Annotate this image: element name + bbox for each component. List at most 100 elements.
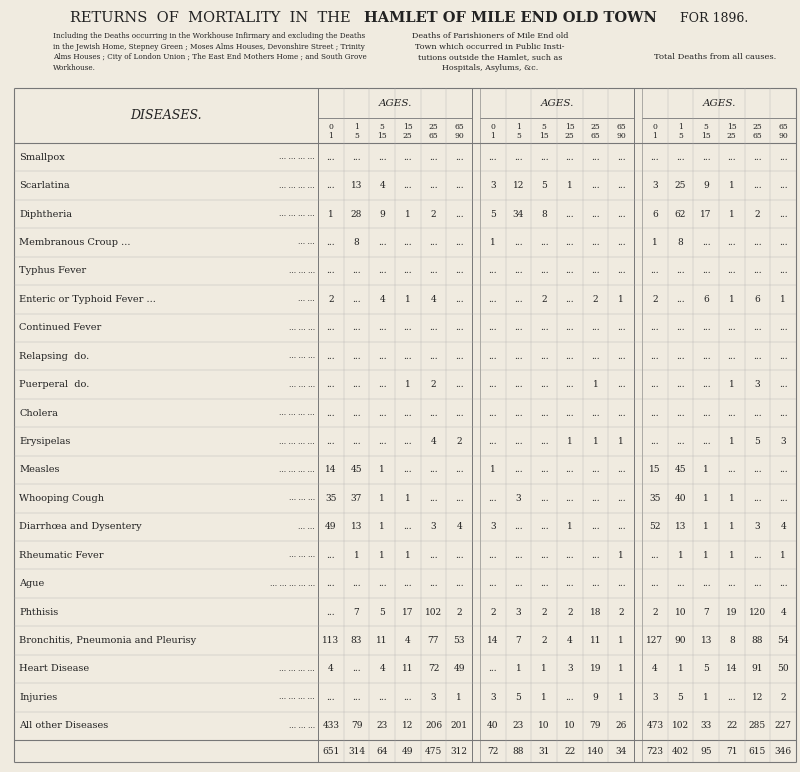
Text: Smallpox: Smallpox [19, 153, 65, 161]
Text: ...: ... [779, 209, 787, 218]
Text: ...: ... [779, 408, 787, 418]
Text: 473: 473 [646, 721, 663, 730]
Text: ...: ... [326, 408, 335, 418]
Text: ... ... ... ...: ... ... ... ... [279, 210, 315, 218]
Text: 4: 4 [379, 665, 385, 673]
Text: ...: ... [753, 579, 762, 588]
Text: 1: 1 [567, 181, 573, 190]
Text: 3: 3 [754, 523, 760, 531]
Text: 25: 25 [727, 132, 737, 140]
Text: ...: ... [617, 352, 626, 361]
Text: 0: 0 [490, 123, 495, 131]
Text: ...: ... [455, 494, 463, 503]
Text: 1: 1 [618, 636, 624, 645]
Text: ... ... ...: ... ... ... [289, 722, 315, 730]
Text: 4: 4 [780, 523, 786, 531]
Text: ...: ... [617, 266, 626, 276]
Text: ...: ... [429, 153, 438, 161]
Text: ...: ... [753, 181, 762, 190]
Text: 2: 2 [456, 608, 462, 617]
Text: ...: ... [591, 579, 600, 588]
Text: 77: 77 [428, 636, 439, 645]
Text: ...: ... [779, 238, 787, 247]
Text: ...: ... [489, 323, 497, 332]
Text: 227: 227 [774, 721, 792, 730]
Text: ...: ... [514, 380, 523, 389]
Text: 1: 1 [618, 692, 624, 702]
Text: 15: 15 [565, 123, 574, 131]
Text: ...: ... [650, 579, 659, 588]
Text: ...: ... [617, 579, 626, 588]
Text: ...: ... [352, 352, 361, 361]
Text: 5: 5 [703, 665, 709, 673]
Text: ...: ... [779, 380, 787, 389]
Text: ...: ... [753, 408, 762, 418]
Text: ...: ... [489, 665, 497, 673]
Text: ...: ... [455, 295, 463, 304]
Text: ... ... ...: ... ... ... [289, 267, 315, 275]
Text: ...: ... [753, 352, 762, 361]
Text: ...: ... [617, 380, 626, 389]
Text: ...: ... [617, 523, 626, 531]
Text: 1: 1 [405, 494, 410, 503]
Text: 10: 10 [538, 721, 550, 730]
Text: ...: ... [489, 408, 497, 418]
Text: 79: 79 [590, 721, 602, 730]
Text: 1: 1 [618, 550, 624, 560]
Text: ...: ... [352, 437, 361, 446]
Text: 25: 25 [429, 123, 438, 131]
Text: ...: ... [591, 266, 600, 276]
Text: ...: ... [779, 323, 787, 332]
Text: ...: ... [650, 352, 659, 361]
Text: 1: 1 [379, 494, 385, 503]
Text: ...: ... [540, 579, 549, 588]
Text: ...: ... [429, 266, 438, 276]
Text: Heart Disease: Heart Disease [19, 665, 89, 673]
Text: 5: 5 [542, 181, 547, 190]
Text: 3: 3 [754, 380, 760, 389]
Text: 90: 90 [616, 132, 626, 140]
Text: 95: 95 [700, 747, 712, 756]
Text: 12: 12 [513, 181, 524, 190]
Text: ...: ... [429, 550, 438, 560]
Text: 18: 18 [590, 608, 602, 617]
Text: ...: ... [429, 352, 438, 361]
Text: 90: 90 [778, 132, 788, 140]
Text: 72: 72 [487, 747, 498, 756]
Text: 4: 4 [405, 636, 410, 645]
Text: 25: 25 [753, 123, 762, 131]
Text: 34: 34 [513, 209, 524, 218]
Text: 10: 10 [674, 608, 686, 617]
Text: 3: 3 [567, 665, 573, 673]
Text: 8: 8 [678, 238, 683, 247]
Text: 4: 4 [652, 665, 658, 673]
Text: 15: 15 [403, 123, 413, 131]
Text: 5: 5 [379, 608, 385, 617]
Text: ...: ... [650, 266, 659, 276]
Text: 64: 64 [377, 747, 388, 756]
Text: 723: 723 [646, 747, 663, 756]
Text: ...: ... [702, 323, 710, 332]
Text: 35: 35 [649, 494, 661, 503]
Text: 45: 45 [350, 466, 362, 475]
Text: ...: ... [455, 181, 463, 190]
Text: ... ... ... ...: ... ... ... ... [279, 665, 315, 673]
Text: 1: 1 [652, 132, 658, 140]
Text: ...: ... [779, 466, 787, 475]
Text: 102: 102 [425, 608, 442, 617]
Text: 7: 7 [354, 608, 359, 617]
Text: ...: ... [566, 494, 574, 503]
Text: ...: ... [566, 408, 574, 418]
Text: 615: 615 [749, 747, 766, 756]
Text: ...: ... [753, 550, 762, 560]
Text: Relapsing  do.: Relapsing do. [19, 352, 90, 361]
Text: ... ... ...: ... ... ... [289, 352, 315, 361]
Text: ...: ... [455, 380, 463, 389]
Text: 1: 1 [652, 238, 658, 247]
Text: 7: 7 [516, 636, 522, 645]
Text: 4: 4 [379, 181, 385, 190]
Text: ... ... ... ...: ... ... ... ... [279, 438, 315, 445]
Text: ...: ... [326, 323, 335, 332]
Text: 19: 19 [726, 608, 738, 617]
Text: 34: 34 [615, 747, 627, 756]
